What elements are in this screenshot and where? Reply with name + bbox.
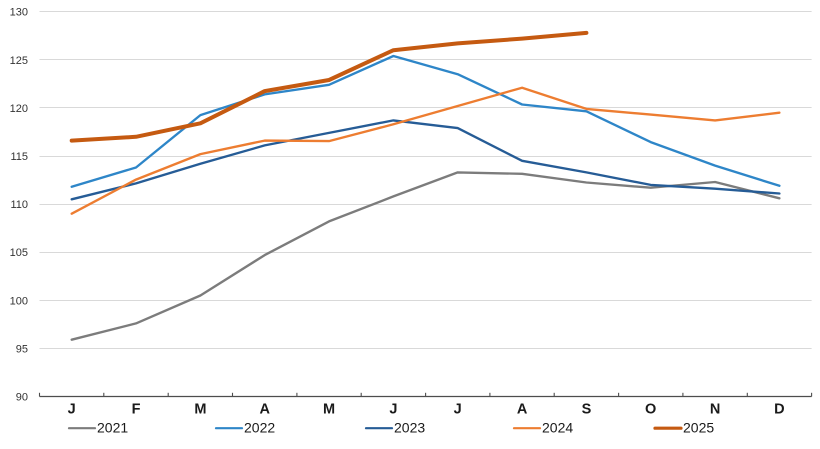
svg-text:100: 100 xyxy=(10,295,28,307)
svg-text:120: 120 xyxy=(10,103,28,115)
svg-text:2021: 2021 xyxy=(97,420,128,436)
svg-text:125: 125 xyxy=(10,55,28,67)
svg-text:130: 130 xyxy=(10,7,28,19)
svg-text:105: 105 xyxy=(10,247,28,259)
svg-text:N: N xyxy=(710,402,720,418)
svg-text:O: O xyxy=(645,402,656,418)
svg-text:M: M xyxy=(323,402,335,418)
svg-text:2024: 2024 xyxy=(542,420,573,436)
svg-text:A: A xyxy=(259,402,270,418)
svg-text:A: A xyxy=(517,402,528,418)
svg-text:J: J xyxy=(68,402,76,418)
svg-text:D: D xyxy=(774,402,784,418)
svg-text:95: 95 xyxy=(16,343,28,355)
svg-text:90: 90 xyxy=(16,392,28,404)
svg-text:J: J xyxy=(454,402,462,418)
svg-text:J: J xyxy=(389,402,397,418)
svg-text:2023: 2023 xyxy=(394,420,425,436)
svg-text:110: 110 xyxy=(10,199,28,211)
svg-text:F: F xyxy=(132,402,141,418)
svg-text:115: 115 xyxy=(10,151,28,163)
svg-text:2022: 2022 xyxy=(244,420,275,436)
svg-text:M: M xyxy=(194,402,206,418)
svg-text:S: S xyxy=(582,402,592,418)
svg-text:2025: 2025 xyxy=(683,420,714,436)
